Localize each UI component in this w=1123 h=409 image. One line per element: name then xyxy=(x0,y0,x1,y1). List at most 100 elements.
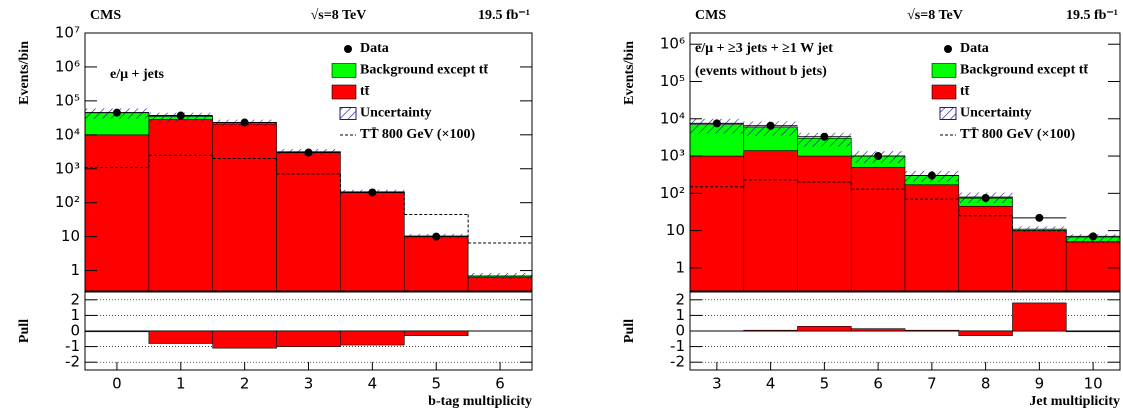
x-tick-label: 5 xyxy=(431,375,441,393)
legend-marker xyxy=(331,84,357,100)
x-tick-label: 4 xyxy=(368,375,378,393)
frame xyxy=(84,32,533,292)
luminosity: 19.5 fb⁻¹ xyxy=(1066,8,1118,23)
y-axis-label: Pull xyxy=(622,319,637,343)
y-tick-label: 10⁶ xyxy=(660,35,685,53)
x-tick-label: 3 xyxy=(712,375,722,393)
legend-marker xyxy=(344,45,352,53)
y-tick-label: 10⁵ xyxy=(55,91,80,109)
annotation: e/μ + jets xyxy=(110,67,165,82)
uncertainty-band xyxy=(1012,226,1067,233)
y-tick-label: 10³ xyxy=(55,159,80,177)
x-tick-label: 2 xyxy=(240,375,250,393)
pull-bar xyxy=(743,329,798,332)
x-tick-label: 7 xyxy=(927,375,937,393)
legend-marker xyxy=(931,84,957,100)
x-tick-label: 6 xyxy=(873,375,883,393)
uncertainty-band xyxy=(468,272,532,280)
x-axis-label: b-tag multiplicity xyxy=(428,394,532,409)
annotation: (events without b jets) xyxy=(695,64,827,79)
data-point xyxy=(304,148,313,157)
pull-bar xyxy=(958,330,1013,336)
y-tick-label: 10 xyxy=(61,227,80,245)
data-point xyxy=(176,111,185,120)
y-tick-label: 0 xyxy=(675,322,685,340)
legend-marker xyxy=(331,63,357,78)
pull-bar xyxy=(340,330,405,346)
y-tick-label: 10 xyxy=(666,221,685,239)
y-tick-label: 10² xyxy=(660,184,685,202)
stack-segment xyxy=(340,192,405,292)
legend-label: tt̄ xyxy=(360,84,370,99)
y-tick-label: -2 xyxy=(65,353,80,371)
legend-label: tt̄ xyxy=(960,84,970,99)
y-tick-label: 1 xyxy=(70,261,80,279)
stack-segment xyxy=(403,236,469,292)
y-tick-label: 10⁷ xyxy=(55,24,80,42)
pull-bar xyxy=(850,328,906,332)
y-tick-label: -1 xyxy=(65,337,80,355)
pull-bar xyxy=(403,330,469,336)
y-tick-label: 0 xyxy=(70,322,80,340)
y-tick-label: 2 xyxy=(70,290,80,308)
data-point xyxy=(240,118,249,127)
y-tick-label: 10³ xyxy=(660,147,685,165)
x-tick-label: 3 xyxy=(304,375,314,393)
data-point xyxy=(820,132,829,141)
pull-bar xyxy=(904,329,960,332)
energy: √s=8 TeV xyxy=(311,8,367,23)
data-point xyxy=(432,232,441,241)
experiment: CMS xyxy=(695,8,726,23)
energy: √s=8 TeV xyxy=(907,8,963,23)
data-point xyxy=(766,121,775,130)
y-tick-label: 10⁴ xyxy=(55,125,80,143)
legend-label: TT̄ 800 GeV (×100) xyxy=(960,127,1076,142)
stack-segment xyxy=(1065,241,1121,292)
y-axis-label: Events/bin xyxy=(622,41,637,105)
data-point xyxy=(927,171,936,180)
legend-marker xyxy=(339,107,357,120)
data-point xyxy=(874,152,883,161)
stack-segment xyxy=(1012,230,1067,292)
x-axis-label: Jet multiplicity xyxy=(1029,394,1120,409)
y-tick-label: 1 xyxy=(675,258,685,276)
data-point xyxy=(981,193,990,202)
pull-bar xyxy=(148,330,214,344)
pull-bar xyxy=(212,330,277,349)
x-tick-label: 6 xyxy=(495,375,505,393)
y-tick-label: 10² xyxy=(55,193,80,211)
annotation: e/μ + ≥3 jets + ≥1 W jet xyxy=(695,41,833,56)
data-point xyxy=(712,119,721,128)
legend-marker xyxy=(931,63,957,78)
frame xyxy=(84,291,533,371)
y-tick-label: 1 xyxy=(70,306,80,324)
y-tick-label: 1 xyxy=(675,306,685,324)
y-tick-label: 10⁴ xyxy=(660,109,685,127)
x-tick-label: 1 xyxy=(176,375,186,393)
x-tick-label: 9 xyxy=(1035,375,1045,393)
legend-label: TT̄ 800 GeV (×100) xyxy=(360,127,476,142)
x-tick-label: 10 xyxy=(1084,375,1103,393)
stack-segment xyxy=(850,166,906,292)
legend-label: Data xyxy=(360,41,389,56)
x-tick-label: 4 xyxy=(766,375,776,393)
data-point xyxy=(112,108,121,117)
stack-segment xyxy=(689,155,745,292)
y-tick-label: -2 xyxy=(670,353,685,371)
stack-segment xyxy=(276,152,341,292)
data-point xyxy=(368,188,377,197)
stack-segment xyxy=(958,205,1013,292)
pull-bar xyxy=(1065,330,1121,333)
x-tick-label: 0 xyxy=(112,375,122,393)
x-tick-label: 5 xyxy=(820,375,830,393)
y-axis-label: Pull xyxy=(17,319,32,343)
experiment: CMS xyxy=(90,8,121,23)
x-tick-label: 8 xyxy=(981,375,991,393)
pull-bar xyxy=(276,330,341,347)
legend-marker xyxy=(939,107,957,120)
stack-segment xyxy=(212,123,277,292)
pull-bar xyxy=(1012,302,1067,332)
y-axis-label: Events/bin xyxy=(17,41,32,105)
frame xyxy=(689,32,1121,292)
